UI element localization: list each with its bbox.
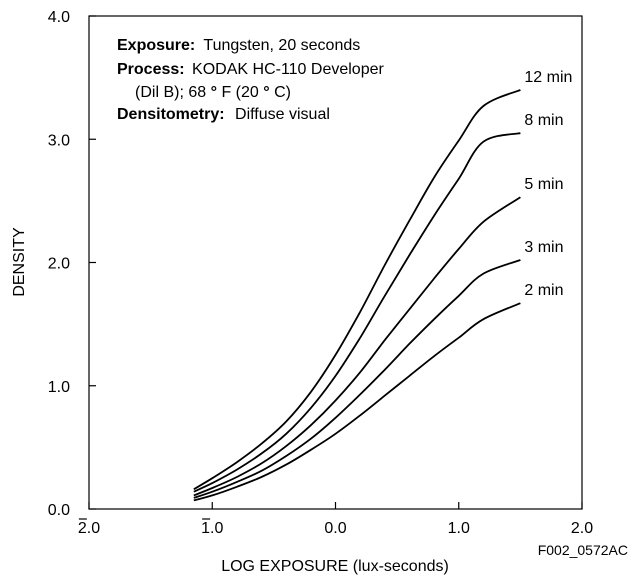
y-tick-label: 1.0: [48, 379, 70, 396]
x-axis-title: LOG EXPOSURE (lux-seconds): [221, 558, 449, 575]
curve-3-min: [193, 259, 521, 499]
y-axis-title: DENSITY: [11, 227, 28, 297]
curve-8-min: [193, 132, 521, 493]
x-tick-label: 2.0: [78, 520, 100, 537]
curve-5-min: [193, 196, 521, 497]
x-tick-label: 1.0: [201, 520, 223, 537]
curve-label-8-min: 8 min: [524, 112, 563, 129]
degree-symbol-2: °: [263, 84, 269, 101]
y-axis-ticks: 0.0 1.0 2.0 3.0 4.0: [48, 9, 96, 519]
annotation-line-densitometry: Densitometry: Diffuse visual: [117, 106, 330, 123]
annotation-block: Exposure: Tungsten, 20 seconds Process: …: [117, 37, 385, 123]
annotation-line-exposure: Exposure: Tungsten, 20 seconds: [117, 37, 360, 54]
curve-label-12-min: 12 min: [524, 69, 572, 86]
process-value-2b: F (20: [221, 84, 258, 101]
x-tick-label: 2.0: [571, 520, 593, 537]
y-tick-label: 2.0: [48, 256, 70, 273]
curve-12-min: [193, 89, 521, 491]
annotation-line-process-2: (Dil B); 68 ° F (20 ° C): [135, 84, 291, 101]
curve-2-min: [193, 302, 521, 502]
densitometry-value: Diffuse visual: [235, 106, 330, 123]
figure-id: F002_0572AC: [538, 542, 628, 558]
curve-label-5-min: 5 min: [524, 176, 563, 193]
degree-symbol-1: °: [211, 84, 217, 101]
process-label: Process:: [117, 61, 185, 78]
x-tick-label: 1.0: [448, 520, 470, 537]
process-value-2a: (Dil B); 68: [135, 84, 206, 101]
curve-label-3-min: 3 min: [524, 239, 563, 256]
curves: 12 min 8 min 5 min 3 min 2 min: [193, 69, 572, 502]
densitometry-label: Densitometry:: [117, 106, 225, 123]
exposure-value: Tungsten, 20 seconds: [203, 37, 360, 54]
curve-label-2-min: 2 min: [524, 282, 563, 299]
process-value-2c: C): [274, 84, 291, 101]
y-tick-label: 0.0: [48, 502, 70, 519]
y-tick-label: 4.0: [48, 9, 70, 26]
annotation-line-process: Process: KODAK HC-110 Developer: [117, 61, 385, 78]
y-tick-label: 3.0: [48, 132, 70, 149]
x-tick-label: 0.0: [324, 520, 346, 537]
x-axis-ticks: 2.0 1.0 0.0 1.0 2.0: [78, 502, 593, 537]
exposure-label: Exposure:: [117, 37, 195, 54]
process-value: KODAK HC-110 Developer: [192, 61, 384, 78]
